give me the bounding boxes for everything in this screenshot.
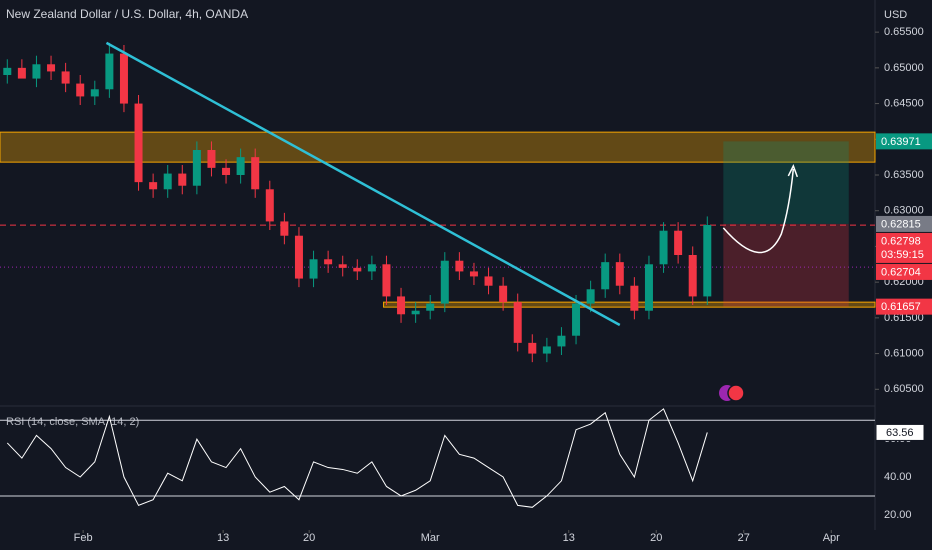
candle-body <box>382 264 391 297</box>
candle-body <box>207 150 216 168</box>
candle-body <box>615 262 624 286</box>
candle-body <box>61 71 70 84</box>
price-label-bg <box>876 263 932 280</box>
candle-body <box>47 64 56 72</box>
event-icon[interactable] <box>727 384 745 402</box>
candle-body <box>119 53 128 104</box>
candle-body <box>659 230 668 265</box>
candle-body <box>499 285 508 303</box>
candle-body <box>572 303 581 336</box>
rsi-value-bg <box>875 423 925 441</box>
price-label: 0.61657 <box>881 301 921 313</box>
candle-body <box>134 103 143 183</box>
candle-body <box>294 235 303 279</box>
candle-body <box>3 67 12 75</box>
candle-body <box>324 259 333 265</box>
trendline <box>105 41 621 327</box>
x-tick-label: 20 <box>303 532 315 544</box>
rsi-tick-label: 40.00 <box>884 471 912 483</box>
zone <box>0 131 876 163</box>
candle-body <box>528 342 537 354</box>
y-tick-label: 0.65500 <box>884 26 924 38</box>
x-tick-label: 20 <box>650 532 662 544</box>
position-stop <box>723 223 849 307</box>
y-tick-label: 0.60500 <box>884 383 924 395</box>
rsi-line <box>6 408 708 508</box>
y-tick-label: 0.61000 <box>884 347 924 359</box>
candle-body <box>455 260 464 272</box>
candle-body <box>222 167 231 175</box>
candle-body <box>105 53 114 90</box>
candle-body <box>178 173 187 186</box>
price-label-bg <box>876 232 932 263</box>
y-tick-label: 0.64500 <box>884 97 924 109</box>
y-tick-label: 0.61500 <box>884 312 924 324</box>
candle-body <box>397 296 406 315</box>
price-label-bg <box>876 133 932 150</box>
candle-body <box>411 310 420 315</box>
currency-label: USD <box>884 9 907 21</box>
candle-body <box>265 189 274 222</box>
rsi-tick-label: 20.00 <box>884 509 912 521</box>
price-countdown: 03:59:15 <box>881 249 924 261</box>
candle-body <box>703 225 712 297</box>
x-tick-label: 27 <box>738 532 750 544</box>
rsi-title: RSI (14, close, SMA, 14, 2) <box>6 416 139 428</box>
candle-body <box>484 276 493 286</box>
rsi-value-label: 63.56 <box>886 427 914 439</box>
candle-body <box>90 89 99 97</box>
x-tick-label: 13 <box>217 532 229 544</box>
candle-body <box>338 264 347 268</box>
candle-body <box>309 259 318 279</box>
price-label: 0.62798 <box>881 235 921 247</box>
x-tick-label: Feb <box>74 532 93 544</box>
chart-title: New Zealand Dollar / U.S. Dollar, 4h, OA… <box>6 7 248 21</box>
candle-body <box>674 230 683 255</box>
candle-body <box>353 267 362 272</box>
candle-body <box>644 264 653 311</box>
candle-body <box>513 302 522 343</box>
y-tick-label: 0.63500 <box>884 169 924 181</box>
candle-body <box>688 255 697 297</box>
x-tick-label: Apr <box>823 532 840 544</box>
candle-body <box>426 303 435 311</box>
x-tick-label: 13 <box>563 532 575 544</box>
candle-body <box>149 182 158 190</box>
price-label-bg <box>876 215 932 232</box>
candle-body <box>280 221 289 236</box>
candle-body <box>17 67 26 79</box>
zone <box>383 301 876 308</box>
candle-body <box>542 346 551 354</box>
price-label: 0.62704 <box>881 266 921 278</box>
candle-body <box>469 271 478 277</box>
y-tick-label: 0.63000 <box>884 205 924 217</box>
candle-body <box>32 64 41 79</box>
candle-body <box>163 173 172 190</box>
price-label: 0.63971 <box>881 136 921 148</box>
candle-body <box>192 150 201 186</box>
y-tick-label: 0.65000 <box>884 62 924 74</box>
candle-body <box>367 264 376 272</box>
position-target <box>723 141 849 224</box>
candle-body <box>586 289 595 304</box>
candle-body <box>601 262 610 290</box>
candle-body <box>76 83 85 97</box>
candle-body <box>557 335 566 347</box>
candle-body <box>440 260 449 304</box>
price-label: 0.62815 <box>881 218 921 230</box>
arrow-head <box>787 164 799 178</box>
candle-body <box>630 285 639 311</box>
candle-body <box>251 157 260 190</box>
x-tick-label: Mar <box>421 532 440 544</box>
price-label-bg <box>876 298 932 315</box>
event-icons[interactable] <box>719 384 745 402</box>
candle-body <box>236 157 245 175</box>
projection-arrow <box>722 168 795 254</box>
